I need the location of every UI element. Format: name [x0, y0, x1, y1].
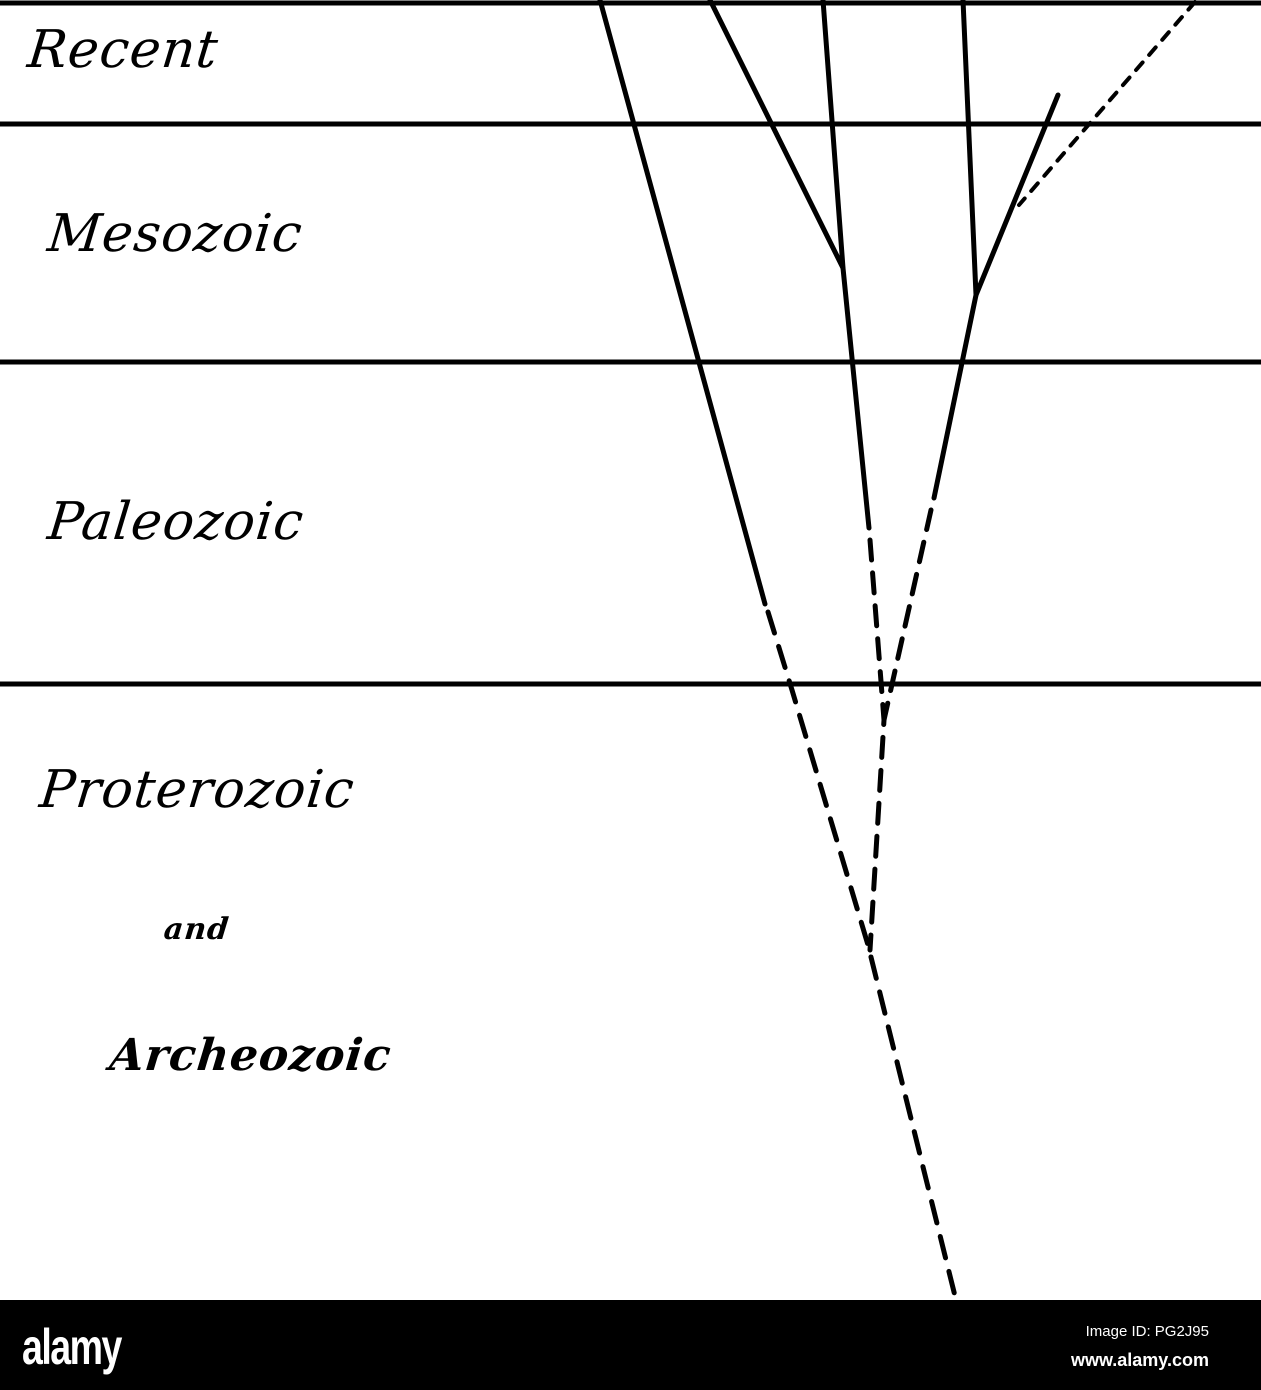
branch-c-solid [820, 0, 872, 531]
image-id: Image ID: PG2J95 [1085, 1323, 1209, 1340]
branch-a-solid [597, 0, 768, 607]
era-label-recent: Recent [24, 20, 222, 80]
branch-a-dashed [765, 609, 958, 1299]
era-label-proterozoic: Proterozoic [36, 760, 358, 820]
era-label-mesozoic: Mesozoic [44, 204, 306, 264]
branch-d-dashed [881, 507, 934, 723]
alamy-logo: alamy [22, 1319, 122, 1375]
site-url: www.alamy.com [1070, 1350, 1209, 1370]
era-label-paleozoic: Paleozoic [44, 492, 307, 552]
branch-f-dotted [1017, 0, 1197, 207]
branch-c-dashed [867, 537, 887, 953]
branch-e-solid [973, 92, 1061, 298]
era-label-and: and [162, 912, 232, 947]
branch-d-solid [931, 0, 979, 501]
branch-b-solid [707, 0, 846, 271]
era-label-archeozoic: Archeozoic [107, 1030, 394, 1081]
watermark-footer: alamy Image ID: PG2J95 www.alamy.com [0, 1300, 1261, 1390]
phylogeny-tree [0, 0, 1261, 1299]
